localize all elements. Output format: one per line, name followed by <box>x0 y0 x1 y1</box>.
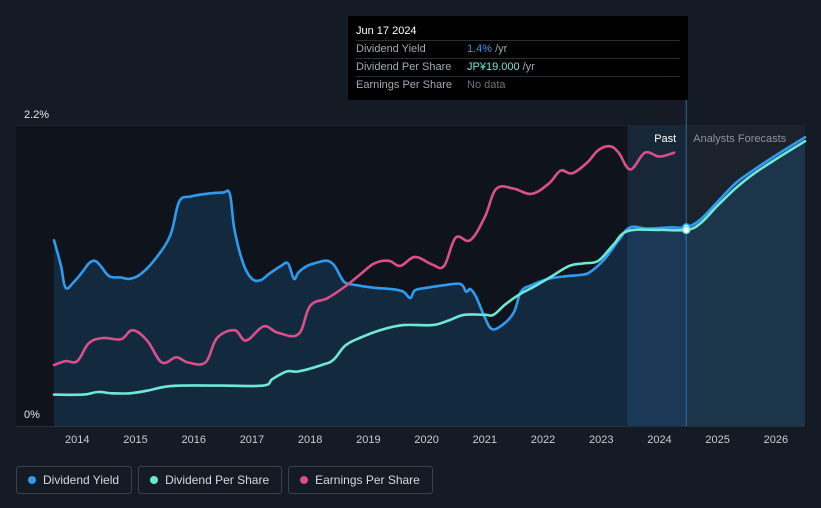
tooltip-date: Jun 17 2024 <box>356 25 417 37</box>
tooltip-row-dividend-yield: Dividend Yield 1.4% /yr <box>356 40 680 58</box>
tooltip-value: JP¥19.000 <box>467 61 520 73</box>
marker-dividend-per-share <box>681 225 691 235</box>
x-tick-label: 2025 <box>705 434 729 446</box>
x-tick-label: 2016 <box>181 434 205 446</box>
series-line-earnings-per-share <box>52 144 676 367</box>
tooltip-label: Earnings Per Share <box>356 79 452 91</box>
chart: 2.2% 0% 2014 2015 2016 2017 2018 2019 2020 2021 20… <box>16 100 807 446</box>
x-tick-label: 2017 <box>240 434 264 446</box>
recent-highlight-band <box>627 126 687 426</box>
x-tick-label: 2018 <box>298 434 322 446</box>
series-layer <box>52 136 807 427</box>
tooltip-label: Dividend Per Share <box>356 61 452 73</box>
series-area-dividend-yield <box>54 137 805 427</box>
legend-dot-icon <box>300 476 309 484</box>
past-highlight <box>16 100 805 426</box>
x-tick-label: 2020 <box>414 434 438 446</box>
y-tick-label: 0% <box>24 409 40 421</box>
y-tick-label: 2.2% <box>24 109 49 121</box>
tooltip-label: Dividend Yield <box>356 43 426 55</box>
past-label: Past <box>654 133 676 145</box>
x-tick-label: 2014 <box>65 434 89 446</box>
x-tick-label: 2024 <box>647 434 671 446</box>
x-tick-label: 2022 <box>531 434 555 446</box>
x-tick-label: 2019 <box>356 434 380 446</box>
tooltip-row-earnings-per-share: Earnings Per Share No data <box>356 76 680 94</box>
x-tick-label: 2026 <box>764 434 788 446</box>
legend-dot-icon <box>28 476 36 484</box>
legend-label: Earnings Per Share <box>315 473 420 487</box>
legend-label: Dividend Yield <box>43 473 120 487</box>
legend-item-dividend-yield[interactable]: Dividend Yield <box>16 466 133 494</box>
tooltip-nodata: No data <box>467 79 506 91</box>
legend-item-dividend-per-share[interactable]: Dividend Per Share <box>138 466 283 494</box>
legend-dot-icon <box>150 476 159 484</box>
x-tick-label: 2021 <box>473 434 497 446</box>
forecast-label: Analysts Forecasts <box>693 133 786 145</box>
legend-label: Dividend Per Share <box>165 473 270 487</box>
tooltip: Jun 17 2024 Dividend Yield 1.4% /yr Divi… <box>348 16 688 100</box>
tooltip-unit: /yr <box>495 43 508 55</box>
x-tick-label: 2023 <box>589 434 613 446</box>
labels: 2.2% 0% 2014 2015 2016 2017 2018 2019 2020 2021 20… <box>24 109 788 446</box>
series-line-dividend-per-share <box>52 139 807 397</box>
legend: Dividend Yield Dividend Per Share Earnin… <box>16 466 433 494</box>
tooltip-unit: /yr <box>522 61 535 73</box>
tooltip-row-dividend-per-share: Dividend Per Share JP¥19.000 /yr <box>356 58 680 76</box>
x-tick-label: 2015 <box>123 434 147 446</box>
tooltip-value: 1.4% <box>467 43 493 55</box>
legend-item-earnings-per-share[interactable]: Earnings Per Share <box>288 466 433 494</box>
